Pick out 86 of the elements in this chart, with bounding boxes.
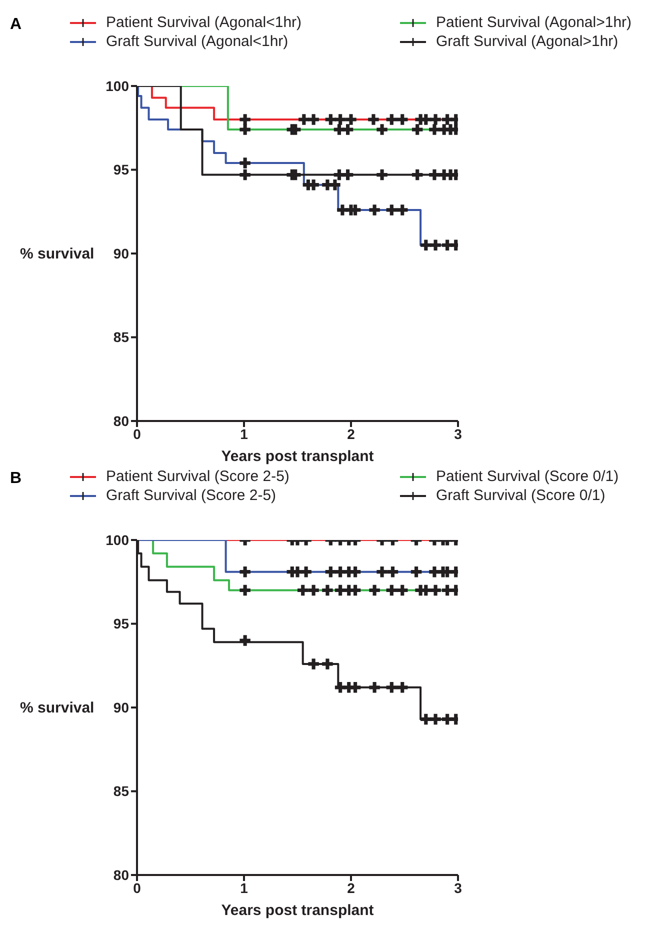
point [430, 240, 441, 250]
x-tick-label: 3 [454, 426, 462, 442]
point [240, 124, 250, 135]
legend-label: Patient Survival (Score 0/1) [436, 468, 619, 485]
point [298, 114, 310, 125]
x-tick-label: 2 [347, 880, 356, 896]
legend-label: Graft Survival (Score 2-5) [106, 487, 276, 504]
point [369, 682, 380, 693]
legend-label: Graft Survival (Agonal>1hr) [436, 33, 618, 50]
legend-label: Patient Survival (Agonal>1hr) [436, 14, 632, 31]
point [412, 124, 423, 135]
point [430, 114, 441, 125]
point [297, 584, 308, 596]
point [330, 179, 340, 190]
point [342, 124, 354, 135]
point [350, 566, 361, 578]
point [387, 566, 398, 578]
point [346, 114, 356, 125]
point [240, 169, 250, 180]
x-axis-title: Years post transplant [221, 448, 374, 465]
x-tick-label: 1 [240, 880, 248, 896]
point [396, 204, 408, 216]
x-tick-label: 0 [133, 426, 142, 442]
y-tick-label: 90 [113, 699, 130, 716]
point [325, 566, 336, 578]
y-tick-label: 80 [113, 866, 130, 883]
point [322, 584, 333, 596]
point [300, 566, 312, 578]
point [369, 204, 380, 216]
y-tick-label: 100 [106, 78, 130, 94]
point [386, 204, 398, 216]
point [290, 169, 301, 180]
legend-label: Graft Survival (Score 0/1) [436, 487, 606, 504]
point [308, 658, 319, 670]
point [429, 169, 440, 180]
legend-label: Patient Survival (Score 2-5) [106, 468, 290, 485]
point [308, 114, 319, 125]
point [240, 566, 250, 578]
chart-title: A [10, 16, 22, 34]
point [396, 114, 408, 125]
y-axis-title: % survival [20, 700, 94, 716]
point [410, 566, 422, 578]
point [240, 584, 250, 596]
point [369, 584, 380, 596]
y-axis-title: % survival [20, 246, 94, 262]
point [430, 714, 441, 725]
point [342, 169, 354, 180]
x-tick-label: 3 [454, 880, 462, 896]
point [376, 566, 388, 578]
legend-label: Graft Survival (Agonal<1hr) [106, 33, 288, 50]
point [396, 584, 408, 596]
x-tick-label: 1 [240, 426, 248, 442]
point [240, 635, 250, 646]
y-tick-label: 100 [106, 532, 130, 548]
point [290, 124, 301, 135]
point [368, 114, 379, 125]
point [386, 584, 398, 596]
chart-title: B [10, 470, 22, 488]
x-tick-label: 0 [133, 880, 142, 896]
point [420, 714, 432, 725]
point [240, 158, 250, 168]
point [412, 169, 423, 180]
point [386, 114, 398, 125]
y-tick-label: 95 [113, 616, 130, 632]
point [240, 114, 250, 125]
point [420, 114, 432, 125]
y-tick-label: 85 [113, 783, 130, 800]
y-tick-label: 80 [113, 412, 130, 429]
point [429, 124, 440, 135]
point [420, 240, 432, 250]
point [376, 124, 388, 135]
point [376, 169, 388, 180]
point [334, 114, 346, 125]
point [322, 658, 333, 670]
legend-label: Patient Survival (Agonal<1hr) [106, 14, 302, 31]
y-tick-label: 85 [113, 329, 130, 346]
y-tick-label: 95 [113, 162, 130, 178]
point [350, 682, 361, 693]
x-tick-label: 2 [347, 426, 356, 442]
point [430, 584, 441, 596]
y-tick-label: 90 [113, 245, 130, 262]
point [386, 682, 398, 693]
point [325, 114, 336, 125]
x-axis-title: Years post transplant [221, 902, 374, 919]
point [308, 584, 319, 596]
point [396, 682, 408, 693]
